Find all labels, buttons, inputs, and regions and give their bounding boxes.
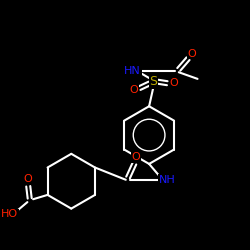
Text: HN: HN <box>124 66 141 76</box>
Text: NH: NH <box>158 175 175 185</box>
Text: S: S <box>150 75 158 88</box>
Text: HO: HO <box>1 209 18 219</box>
Text: O: O <box>24 174 32 184</box>
Text: O: O <box>130 85 138 95</box>
Text: O: O <box>132 152 140 162</box>
Text: O: O <box>188 48 196 58</box>
Text: O: O <box>169 78 178 88</box>
